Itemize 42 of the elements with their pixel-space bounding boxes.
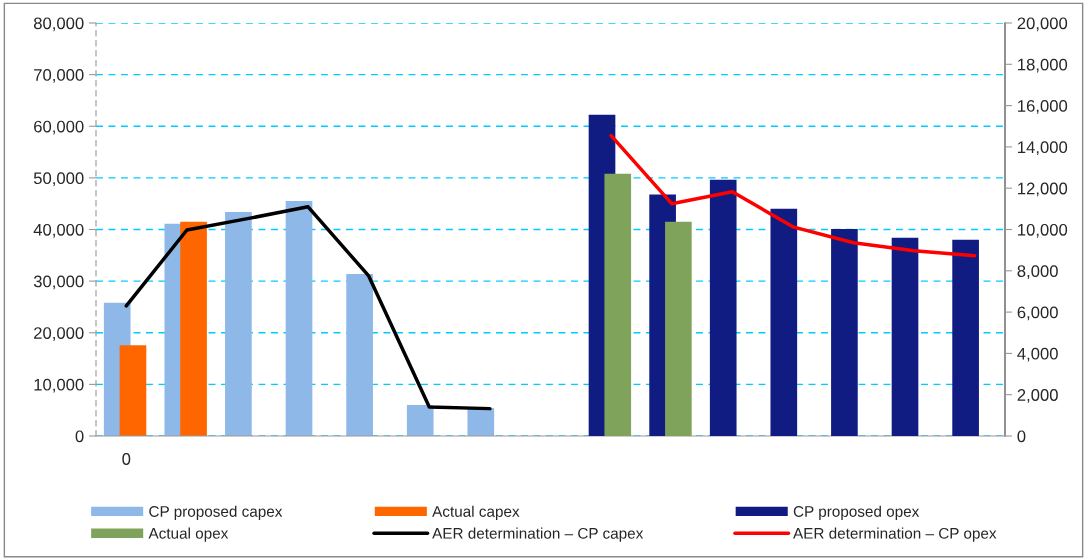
y-tick-label: 30,000 — [33, 275, 84, 290]
bar — [346, 273, 373, 436]
y-tick-label: 80,000 — [33, 17, 84, 32]
y2-tick-label: 14,000 — [1018, 141, 1068, 156]
bar — [119, 345, 147, 436]
y-tick-label: 20,000 — [34, 327, 84, 341]
bar — [285, 201, 313, 436]
y2-tick-label: 16,000 — [1018, 100, 1068, 114]
line-series — [609, 133, 977, 258]
bar — [180, 221, 207, 436]
y2-tick-label: 20,000 — [1017, 17, 1068, 32]
y-tick-label: 10,000 — [34, 378, 84, 393]
y2-tick-label: 6,000 — [1017, 306, 1058, 321]
legend-label: AER determination – CP capex — [432, 527, 644, 542]
y2-tick-label: 0 — [1017, 430, 1026, 443]
bar — [891, 237, 919, 436]
y2-tick-label: 4,000 — [1017, 347, 1058, 362]
bar — [406, 405, 434, 436]
legend-label: Actual capex — [432, 505, 520, 520]
legend-label: CP proposed capex — [149, 505, 283, 520]
y2-tick-label: 10,000 — [1018, 223, 1068, 238]
y2-tick-label: 8,000 — [1017, 265, 1058, 279]
bar — [665, 221, 692, 436]
bar — [952, 239, 979, 436]
line-series — [124, 205, 492, 411]
bar — [604, 173, 632, 436]
y-tick-label: 0 — [75, 430, 84, 443]
y-tick-label: 60,000 — [34, 120, 84, 135]
y-tick-label: 70,000 — [34, 69, 84, 83]
y2-tick-label: 12,000 — [1018, 182, 1068, 197]
bar — [467, 408, 495, 436]
bar — [831, 228, 858, 436]
bar — [770, 208, 798, 436]
legend-label: AER determination – CP opex — [793, 527, 997, 542]
legend-label: Actual opex — [148, 527, 229, 542]
y-tick-label: 40,000 — [33, 223, 84, 238]
y2-tick-label: 2,000 — [1017, 389, 1058, 403]
y-tick-label: 50,000 — [33, 172, 84, 187]
legend-label: CP proposed opex — [793, 505, 920, 520]
y2-tick-label: 18,000 — [1018, 58, 1068, 73]
bar — [225, 211, 252, 436]
bar — [709, 179, 737, 436]
